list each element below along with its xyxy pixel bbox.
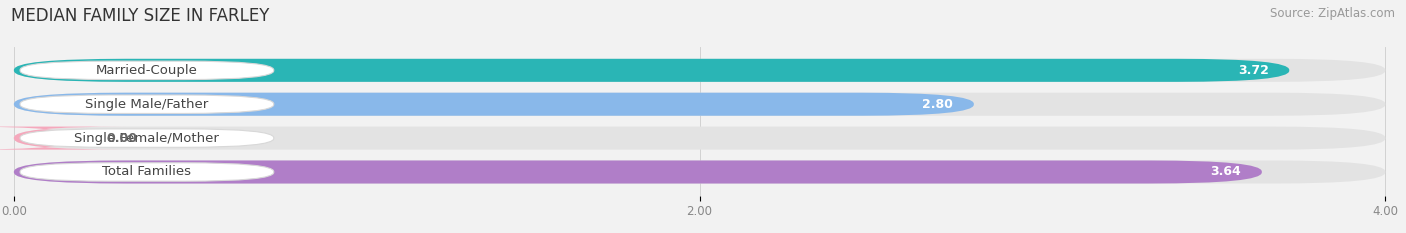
FancyBboxPatch shape <box>14 127 1385 150</box>
FancyBboxPatch shape <box>20 129 274 147</box>
Text: 2.80: 2.80 <box>922 98 953 111</box>
Text: 3.72: 3.72 <box>1237 64 1268 77</box>
FancyBboxPatch shape <box>0 127 125 150</box>
FancyBboxPatch shape <box>14 93 1385 116</box>
Text: Single Male/Father: Single Male/Father <box>86 98 208 111</box>
FancyBboxPatch shape <box>14 161 1385 184</box>
FancyBboxPatch shape <box>14 59 1289 82</box>
Text: Single Female/Mother: Single Female/Mother <box>75 132 219 145</box>
Text: 3.64: 3.64 <box>1211 165 1241 178</box>
Text: MEDIAN FAMILY SIZE IN FARLEY: MEDIAN FAMILY SIZE IN FARLEY <box>11 7 270 25</box>
FancyBboxPatch shape <box>20 163 274 181</box>
Text: Total Families: Total Families <box>103 165 191 178</box>
FancyBboxPatch shape <box>14 161 1261 184</box>
FancyBboxPatch shape <box>20 95 274 113</box>
Text: Source: ZipAtlas.com: Source: ZipAtlas.com <box>1270 7 1395 20</box>
FancyBboxPatch shape <box>20 61 274 79</box>
FancyBboxPatch shape <box>14 93 974 116</box>
Text: 0.00: 0.00 <box>107 132 138 145</box>
Text: Married-Couple: Married-Couple <box>96 64 198 77</box>
FancyBboxPatch shape <box>14 59 1385 82</box>
